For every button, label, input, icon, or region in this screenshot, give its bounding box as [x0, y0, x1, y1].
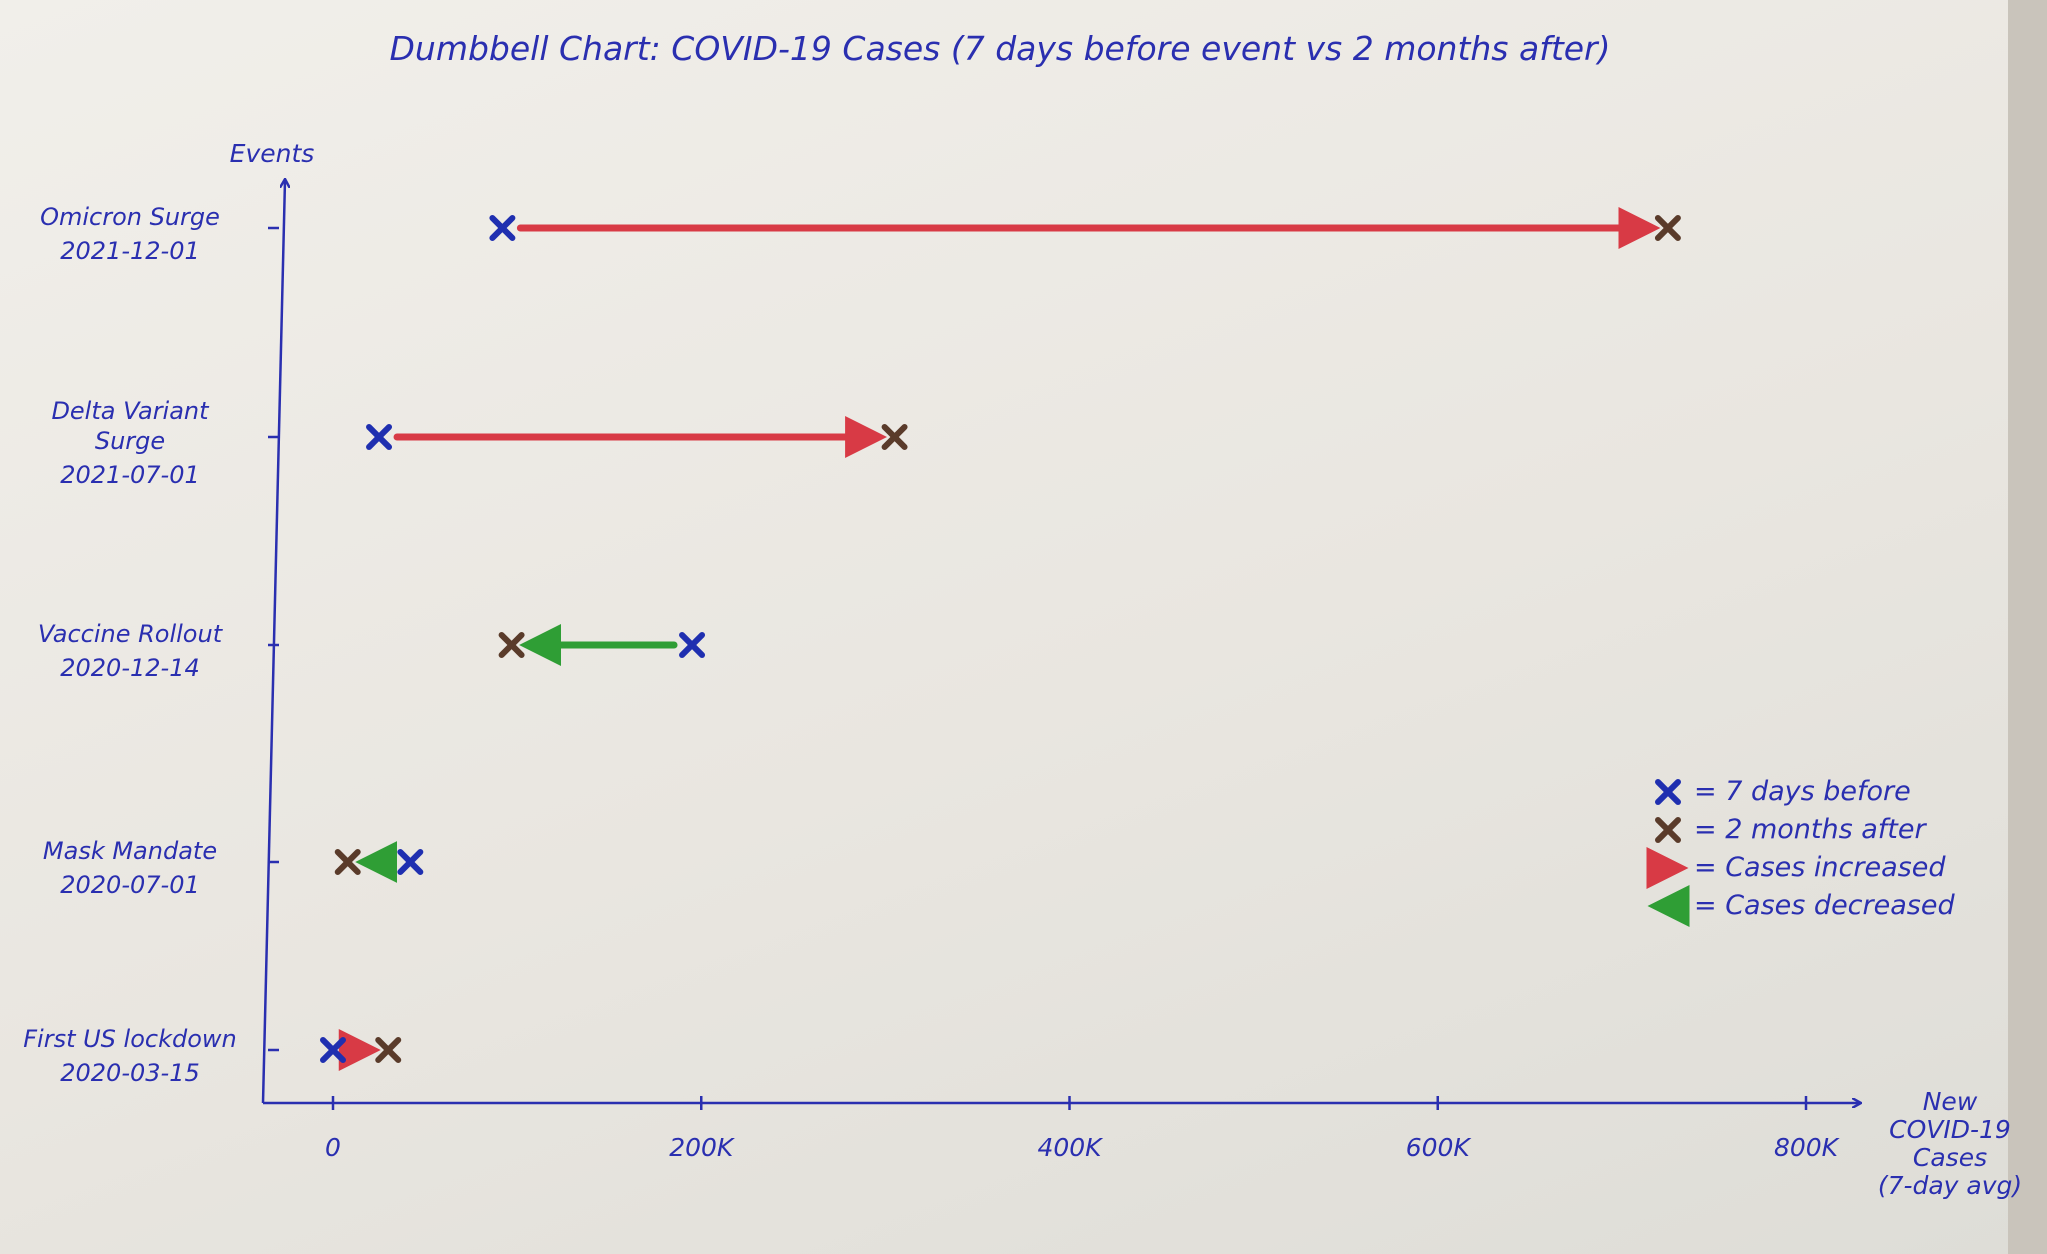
before-point [397, 849, 424, 875]
x-tick-label: 400K [1037, 1133, 1104, 1162]
event-name: Delta Variant [51, 397, 210, 425]
event-name: Omicron Surge [40, 203, 220, 231]
legend-before-icon [1655, 779, 1681, 805]
before-point [679, 632, 706, 658]
legend-text: = 7 days before [1694, 776, 1911, 807]
legend-text: = Cases decreased [1694, 890, 1955, 921]
x-axis-title-line: Cases [1913, 1143, 1987, 1172]
chart-title: Dumbbell Chart: COVID-19 Cases (7 days b… [390, 29, 1611, 68]
x-axis-title-line: COVID-19 [1889, 1115, 2011, 1144]
event-date: 2021-12-01 [60, 237, 199, 265]
x-axis-title-line: (7-day avg) [1878, 1171, 2022, 1200]
x-tick-label: 600K [1406, 1133, 1473, 1162]
event-labels: Omicron Surge 2021-12-01 Delta VariantSurg… [23, 203, 279, 1087]
x-ticks: 0 200K 400K 600K 800K [325, 1096, 1841, 1162]
after-point [1654, 215, 1681, 241]
y-axis-title: Events [230, 139, 315, 168]
y-axis-line [261, 180, 285, 1104]
before-point [320, 1037, 346, 1063]
event-date: 2020-07-01 [60, 871, 199, 899]
event-date: 2020-03-15 [60, 1059, 199, 1087]
event-date: 2020-12-14 [60, 654, 199, 682]
legend: = 7 days before = 2 months after = Cases i… [1646, 776, 1955, 927]
x-tick-label: 200K [669, 1133, 736, 1162]
event-name: Surge [95, 427, 165, 455]
x-tick-label: 0 [325, 1133, 341, 1162]
legend-text: = 2 months after [1694, 814, 1927, 845]
after-point [498, 632, 525, 658]
x-tick-label: 800K [1774, 1133, 1841, 1162]
event-name: First US lockdown [23, 1025, 237, 1053]
legend-after-icon [1655, 817, 1681, 843]
after-point [881, 424, 908, 450]
legend-text: = Cases increased [1694, 852, 1946, 883]
event-date: 2021-07-01 [60, 461, 199, 489]
after-point [334, 849, 361, 875]
after-point [375, 1037, 402, 1063]
before-point [366, 424, 393, 450]
dumbbells [320, 207, 1681, 1071]
x-axis-title-line: New [1923, 1087, 1978, 1116]
before-point [489, 215, 516, 241]
event-name: Mask Mandate [43, 837, 217, 865]
event-name: Vaccine Rollout [38, 620, 224, 648]
paper-edge [2008, 0, 2047, 1254]
